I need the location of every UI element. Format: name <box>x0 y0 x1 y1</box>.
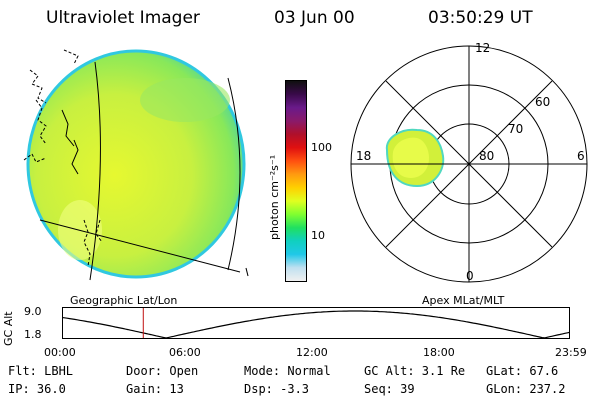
timeline-xtick-2: 12:00 <box>296 346 328 359</box>
latitude-line <box>39 219 241 273</box>
info-seq: Seq: 39 <box>364 382 415 396</box>
longitude-line <box>227 77 241 271</box>
orbit-altitude-timeline <box>62 307 570 339</box>
longitude-line <box>89 61 101 281</box>
info-filter: Flt: LBHL <box>8 364 74 378</box>
mlat-label-80: 80 <box>479 149 494 163</box>
colorbar-unit-label: photon cm⁻²s⁻¹ <box>268 154 281 240</box>
info-ip: IP: 36.0 <box>8 382 66 396</box>
timeline-xtick-4: 23:59 <box>555 346 587 359</box>
mlat-label-60: 60 <box>535 95 550 109</box>
timeline-ylabel: GC Alt <box>2 311 15 346</box>
mlt-label-12: 12 <box>475 41 490 55</box>
info-gain: Gain: 13 <box>126 382 184 396</box>
timeline-xtick-1: 06:00 <box>169 346 201 359</box>
mlt-label-6: 6 <box>577 149 585 163</box>
geographic-image <box>23 49 249 281</box>
timeline-ytick-max: 9.0 <box>24 305 42 318</box>
apex-polar-plot: 12 18 6 0 60 70 80 <box>350 41 588 283</box>
info-gc-alt: GC Alt: 3.1 Re <box>364 364 466 378</box>
timeline-xtick-3: 18:00 <box>423 346 455 359</box>
mlt-label-18: 18 <box>356 149 371 163</box>
color-scale-bar <box>285 80 307 282</box>
colorbar-tick-100: 100 <box>311 141 332 154</box>
instrument-title: Ultraviolet Imager <box>46 8 200 28</box>
info-mode: Mode: Normal <box>244 364 331 378</box>
mlt-label-0: 0 <box>466 269 474 283</box>
info-glat: GLat: 67.6 <box>486 364 559 378</box>
orbit-altitude-curve <box>62 310 570 339</box>
timeline-ytick-min: 1.8 <box>24 328 42 341</box>
colorbar-tick-10: 10 <box>311 229 325 242</box>
info-door: Door: Open <box>126 364 199 378</box>
info-dsp: Dsp: -3.3 <box>244 382 310 396</box>
timeline-xtick-0: 00:00 <box>44 346 76 359</box>
coastline <box>23 49 249 277</box>
mlat-label-70: 70 <box>508 122 523 136</box>
info-glon: GLon: 237.2 <box>486 382 566 396</box>
right-panel-caption: Apex MLat/MLT <box>422 294 505 307</box>
left-panel-caption: Geographic Lat/Lon <box>70 294 178 307</box>
observation-time: 03:50:29 UT <box>428 8 533 28</box>
observation-date: 03 Jun 00 <box>274 8 355 28</box>
